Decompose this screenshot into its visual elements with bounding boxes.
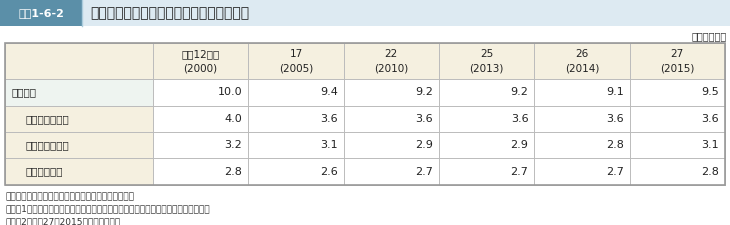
Bar <box>153 79 725 106</box>
Text: 9.2: 9.2 <box>415 87 433 97</box>
Text: 食品産業の全産業国内生産額に占める割合: 食品産業の全産業国内生産額に占める割合 <box>90 6 249 20</box>
Text: 2.6: 2.6 <box>320 166 338 177</box>
Text: 食品産業: 食品産業 <box>11 87 36 97</box>
Text: 22
(2010): 22 (2010) <box>374 49 409 73</box>
Text: 17
(2005): 17 (2005) <box>279 49 313 73</box>
Text: 2.8: 2.8 <box>701 166 719 177</box>
Bar <box>5 132 153 158</box>
Text: 9.1: 9.1 <box>606 87 623 97</box>
Text: 2.7: 2.7 <box>510 166 529 177</box>
Bar <box>5 79 153 106</box>
Text: 3.6: 3.6 <box>606 114 623 124</box>
Text: 9.2: 9.2 <box>510 87 529 97</box>
Text: うち関連流通業: うち関連流通業 <box>25 140 69 150</box>
Text: 注：1）「食品産業」は、食品製造業（食品工業）、関連流通業、外食産業の合計: 注：1）「食品産業」は、食品製造業（食品工業）、関連流通業、外食産業の合計 <box>5 205 210 214</box>
Bar <box>153 106 725 132</box>
Text: 2.8: 2.8 <box>606 140 623 150</box>
Bar <box>153 132 725 158</box>
Text: 2.9: 2.9 <box>415 140 433 150</box>
Text: 2.7: 2.7 <box>415 166 433 177</box>
Text: うち外食産業: うち外食産業 <box>25 166 63 177</box>
Text: 27
(2015): 27 (2015) <box>660 49 694 73</box>
Text: 2.9: 2.9 <box>510 140 529 150</box>
Bar <box>153 158 725 185</box>
Bar <box>5 43 725 79</box>
Text: 2）平成27（2015）年度は概数値: 2）平成27（2015）年度は概数値 <box>5 217 120 225</box>
Bar <box>0 0 730 26</box>
Text: 25
(2013): 25 (2013) <box>469 49 504 73</box>
Bar <box>5 43 725 185</box>
Bar <box>0 0 82 26</box>
Text: （単位：％）: （単位：％） <box>692 31 727 41</box>
Text: 2.7: 2.7 <box>606 166 623 177</box>
Text: うち食品製造業: うち食品製造業 <box>25 114 69 124</box>
Text: 3.1: 3.1 <box>320 140 338 150</box>
Text: 2.8: 2.8 <box>224 166 242 177</box>
Text: 図表1-6-2: 図表1-6-2 <box>18 8 64 18</box>
Text: 9.4: 9.4 <box>320 87 338 97</box>
Text: 3.1: 3.1 <box>702 140 719 150</box>
Text: 26
(2014): 26 (2014) <box>565 49 599 73</box>
Text: 9.5: 9.5 <box>702 87 719 97</box>
Text: 3.6: 3.6 <box>320 114 338 124</box>
Text: 3.6: 3.6 <box>702 114 719 124</box>
Bar <box>5 158 153 185</box>
Text: 3.2: 3.2 <box>225 140 242 150</box>
Text: 平成12年度
(2000): 平成12年度 (2000) <box>182 49 220 73</box>
Text: 4.0: 4.0 <box>225 114 242 124</box>
Text: 3.6: 3.6 <box>415 114 433 124</box>
Text: 10.0: 10.0 <box>218 87 242 97</box>
Text: 3.6: 3.6 <box>511 114 529 124</box>
Bar <box>5 106 153 132</box>
Text: 資料：農林水産省「農業・食料関連産業の経済計算」: 資料：農林水産省「農業・食料関連産業の経済計算」 <box>5 192 134 201</box>
